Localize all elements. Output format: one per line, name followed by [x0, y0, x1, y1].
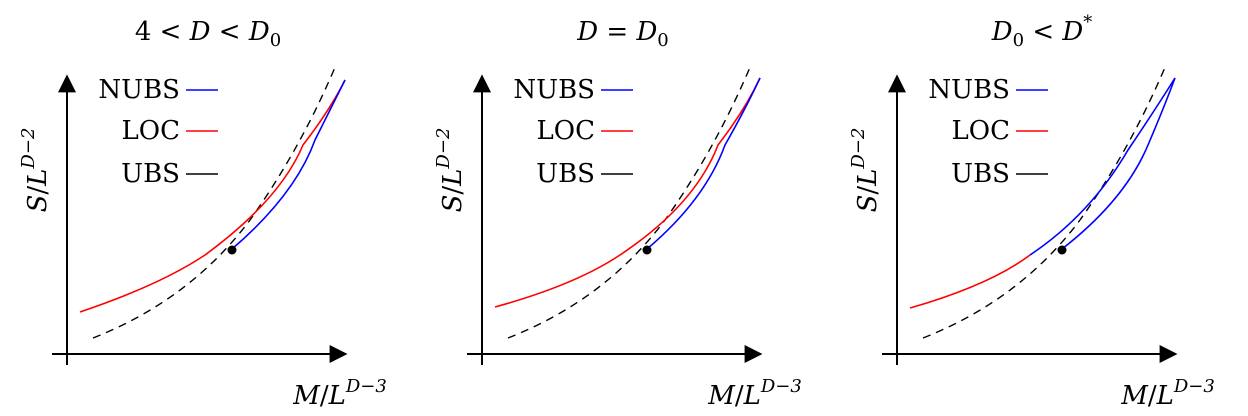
panel-2: D = D0 S/LD−2 M/LD−3 NUBS LOC UBS: [433, 17, 802, 411]
ubs-curve: [507, 64, 752, 339]
panel-3: D0 < D* S/LD−2 M/LD−3 NUBS LOC UBS: [848, 12, 1215, 411]
nubs-curve-lower: [1061, 77, 1176, 250]
legend-loc-label: LOC: [537, 116, 595, 146]
legend-nubs-label: NUBS: [513, 75, 595, 105]
junction-point: [642, 245, 652, 255]
loc-curve: [494, 77, 761, 308]
y-axis-label: S/LD−2: [848, 128, 883, 213]
junction-point: [1057, 245, 1067, 255]
x-axis-label: M/LD−3: [707, 376, 802, 411]
svg-text:S/LD−2: S/LD−2: [18, 128, 53, 213]
loc-curve: [909, 254, 1031, 309]
legend-ubs-label: UBS: [121, 159, 180, 189]
svg-text:S/LD−2: S/LD−2: [433, 128, 468, 213]
legend-ubs-label: UBS: [951, 159, 1010, 189]
ubs-curve: [92, 64, 337, 339]
panel-title: D0 < D*: [991, 12, 1093, 51]
loc-curve: [79, 79, 346, 313]
x-axis-label: M/LD−3: [292, 376, 387, 411]
panel-title: D = D0: [576, 17, 669, 51]
legend-loc-label: LOC: [122, 116, 180, 146]
x-axis-label: M/LD−3: [1120, 376, 1215, 411]
y-axis-label: S/LD−2: [18, 128, 53, 213]
legend-nubs-label: NUBS: [928, 75, 1010, 105]
panel-title: 4 < D < D0: [135, 17, 281, 51]
y-axis-label: S/LD−2: [433, 128, 468, 213]
legend-nubs-label: NUBS: [98, 75, 180, 105]
junction-point: [227, 245, 237, 255]
nubs-curve: [231, 79, 346, 250]
svg-text:S/LD−2: S/LD−2: [848, 128, 883, 213]
legend-loc-label: LOC: [952, 116, 1010, 146]
legend-ubs-label: UBS: [536, 159, 595, 189]
nubs-curve: [646, 77, 761, 250]
panel-1: 4 < D < D0 S/LD−2 M/LD−3 NUBS LOC UBS: [18, 17, 387, 411]
nubs-curve-upper: [1029, 77, 1176, 256]
ubs-curve: [922, 64, 1167, 339]
